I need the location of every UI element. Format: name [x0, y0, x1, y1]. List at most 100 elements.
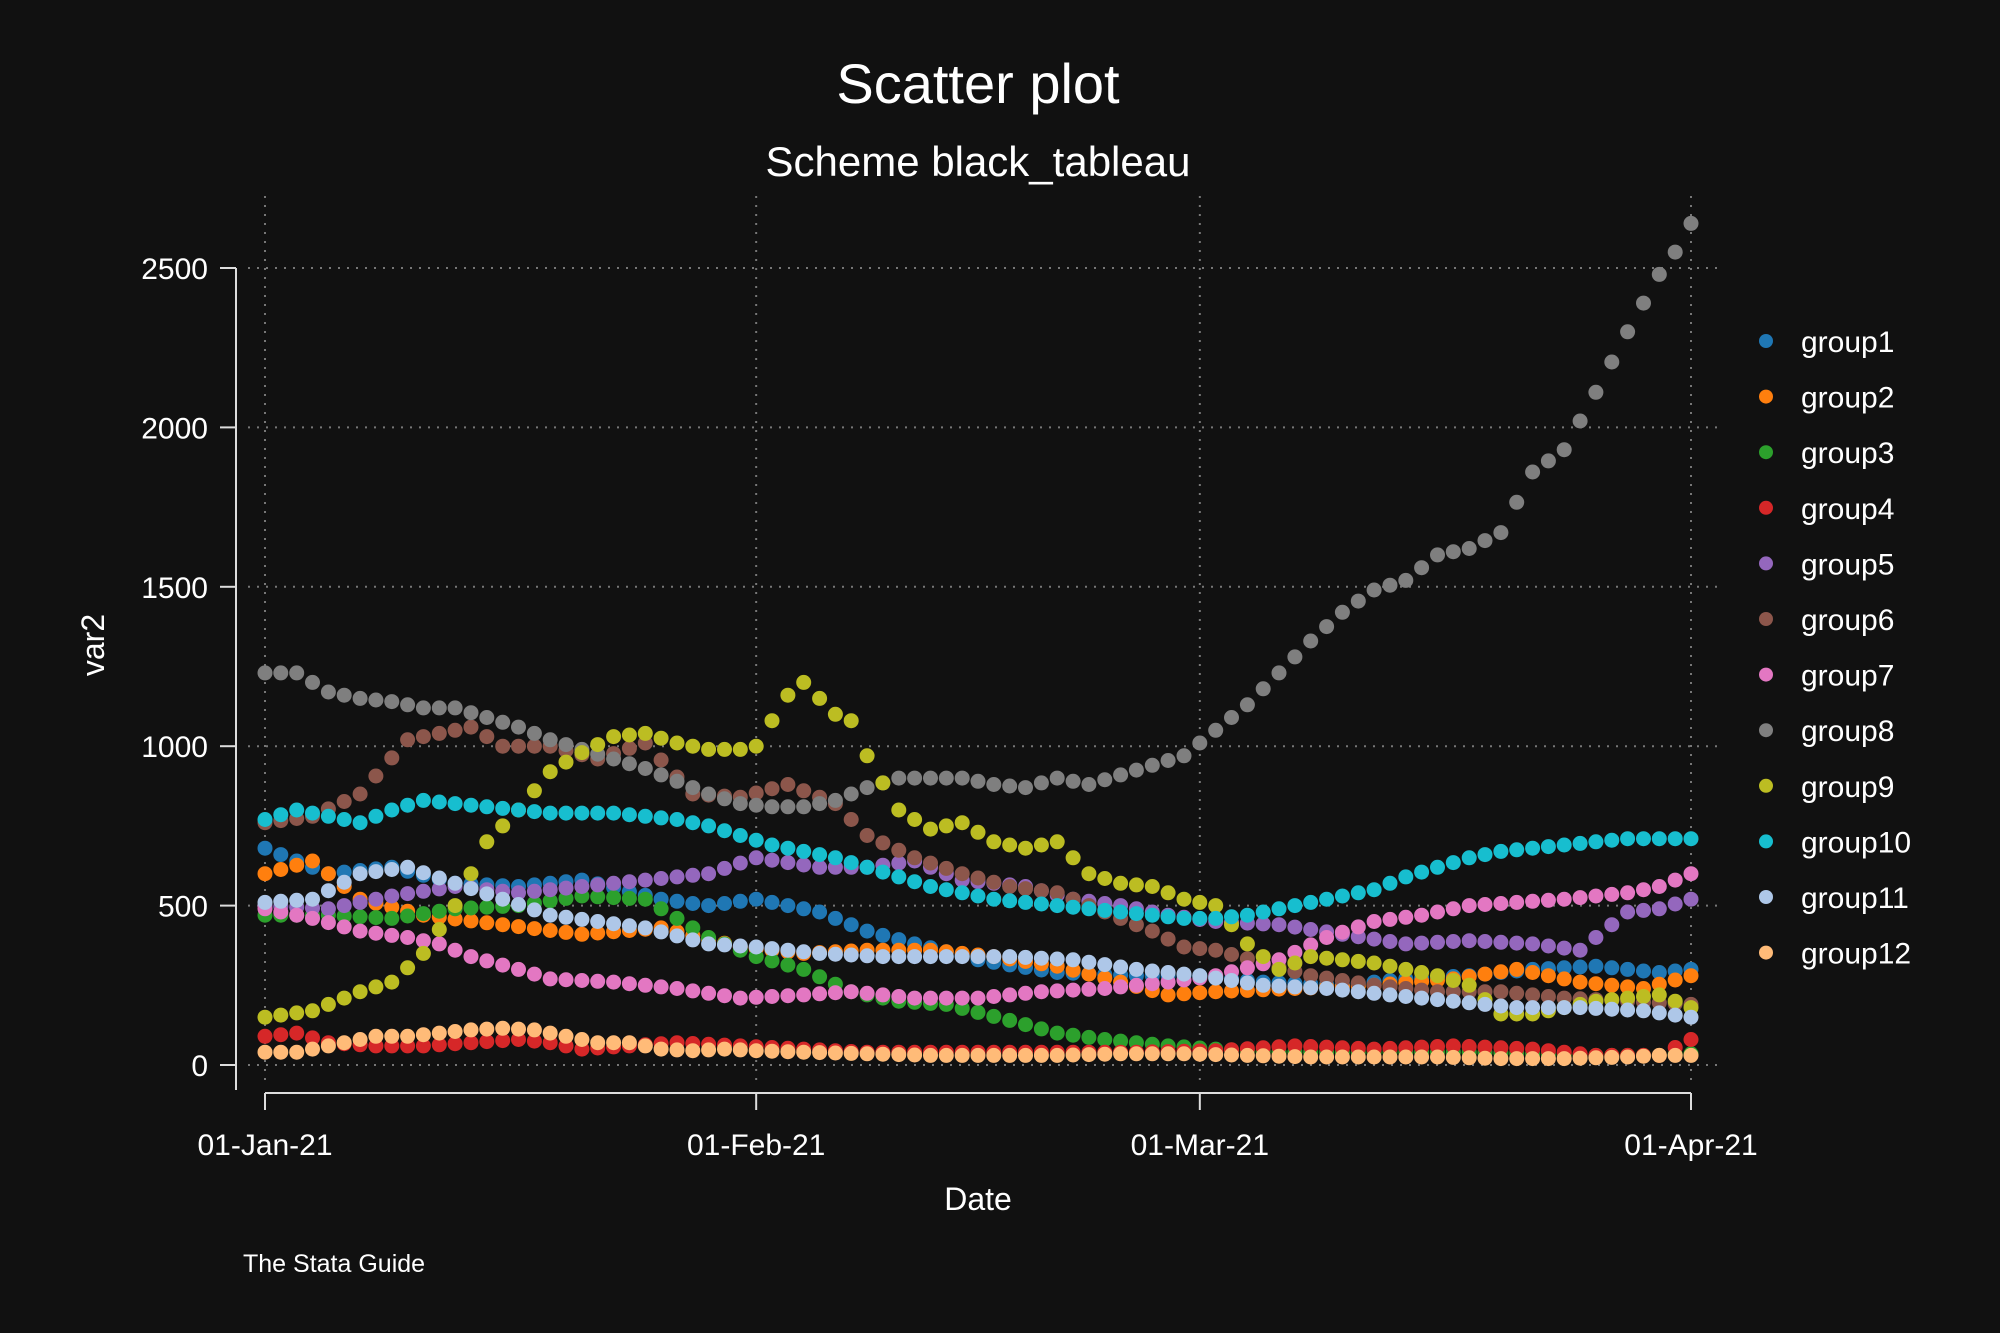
data-point: [764, 941, 780, 957]
data-point: [891, 1047, 907, 1063]
data-point: [1287, 898, 1303, 914]
data-point: [1667, 896, 1683, 912]
data-point: [653, 1041, 669, 1057]
data-point: [1651, 266, 1667, 282]
data-point: [273, 893, 289, 909]
data-point: [1319, 619, 1335, 635]
data-point: [1588, 834, 1604, 850]
data-point: [574, 745, 590, 761]
data-point: [796, 843, 812, 859]
data-point: [526, 902, 542, 918]
data-point: [1366, 931, 1382, 947]
data-point: [1509, 842, 1525, 858]
data-point: [1271, 665, 1287, 681]
data-point: [1667, 831, 1683, 847]
data-point: [732, 796, 748, 812]
data-point: [986, 777, 1002, 792]
data-point: [590, 973, 606, 989]
data-point: [1604, 960, 1620, 976]
data-point: [907, 874, 923, 890]
data-point: [1255, 916, 1271, 932]
grid: [248, 196, 1720, 1080]
data-point: [701, 936, 717, 952]
data-point: [320, 915, 336, 931]
data-point: [257, 894, 273, 910]
data-point: [289, 665, 305, 681]
data-point: [1287, 1049, 1303, 1065]
data-point: [336, 898, 352, 914]
data-point: [368, 1028, 384, 1044]
data-point: [748, 738, 764, 754]
legend-marker: [1759, 723, 1773, 738]
data-point: [1303, 922, 1319, 937]
data-point: [986, 949, 1002, 965]
data-point: [305, 1030, 320, 1046]
legend-label: group5: [1801, 548, 1894, 581]
data-point: [558, 890, 574, 906]
data-point: [542, 907, 558, 923]
data-point: [1620, 324, 1636, 340]
data-point: [1540, 1000, 1556, 1016]
data-point: [780, 777, 796, 792]
data-point: [384, 974, 400, 990]
data-point: [1303, 980, 1319, 996]
data-point: [970, 1047, 986, 1063]
data-point: [352, 786, 368, 802]
data-point: [526, 1022, 542, 1038]
data-point: [1556, 1051, 1572, 1067]
data-point: [1033, 896, 1049, 912]
data-point: [717, 937, 732, 953]
data-point: [1414, 965, 1430, 980]
data-point: [1287, 1038, 1303, 1054]
data-point: [1113, 1033, 1129, 1049]
data-point: [1636, 1003, 1651, 1019]
data-point: [1477, 1050, 1493, 1066]
data-point: [1018, 949, 1033, 965]
data-point: [257, 1044, 273, 1060]
data-point: [764, 799, 780, 815]
data-point: [320, 808, 336, 824]
data-point: [1065, 1047, 1081, 1063]
data-point: [1065, 773, 1081, 789]
data-point: [1588, 1050, 1604, 1066]
data-point: [1128, 961, 1144, 977]
data-point: [669, 735, 685, 751]
series-group8: [257, 215, 1699, 815]
data-point: [1239, 907, 1255, 923]
legend-marker: [1759, 945, 1773, 960]
data-point: [701, 866, 717, 882]
data-point: [1192, 735, 1208, 751]
data-point: [1065, 850, 1081, 866]
data-point: [685, 867, 701, 883]
data-point: [1287, 979, 1303, 995]
data-point: [511, 738, 526, 754]
data-point: [1366, 1049, 1382, 1065]
data-point: [1398, 989, 1414, 1004]
data-point: [1319, 930, 1335, 945]
data-point: [1176, 1046, 1192, 1062]
data-point: [1588, 976, 1604, 992]
data-point: [1350, 593, 1366, 609]
data-point: [574, 973, 590, 988]
data-point: [590, 1035, 606, 1051]
data-point: [1477, 996, 1493, 1012]
data-point: [511, 919, 526, 935]
data-point: [1081, 954, 1097, 970]
data-point: [352, 866, 368, 882]
data-point: [1477, 897, 1493, 912]
data-point: [574, 911, 590, 927]
data-point: [320, 883, 336, 899]
data-point: [1509, 961, 1525, 977]
data-point: [1461, 995, 1477, 1011]
data-point: [479, 886, 495, 902]
legend-label: group8: [1801, 715, 1894, 748]
data-point: [1255, 977, 1271, 993]
data-point: [415, 1038, 431, 1054]
data-point: [780, 855, 796, 871]
data-point: [1049, 1047, 1065, 1063]
data-point: [447, 942, 463, 958]
data-point: [1334, 952, 1350, 968]
data-point: [495, 738, 511, 754]
data-point: [1445, 544, 1461, 560]
data-point: [558, 880, 574, 896]
